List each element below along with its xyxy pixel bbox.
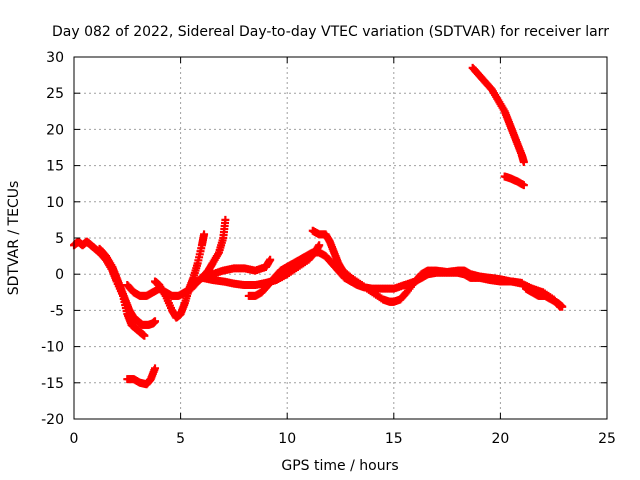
plus-marker bbox=[151, 317, 160, 326]
y-tick-label: 25 bbox=[46, 86, 64, 102]
plus-marker bbox=[558, 302, 567, 311]
series-track-e bbox=[123, 364, 160, 389]
y-tick-label: -10 bbox=[41, 340, 64, 356]
y-tick-label: 5 bbox=[55, 231, 64, 247]
series-track-j bbox=[521, 284, 567, 311]
y-axis-label: SDTVAR / TECUs bbox=[6, 181, 22, 296]
x-tick-label: 20 bbox=[491, 431, 509, 447]
data-marks bbox=[70, 63, 567, 389]
chart-title: Day 082 of 2022, Sidereal Day-to-day VTE… bbox=[52, 24, 609, 40]
x-tick-label: 5 bbox=[176, 431, 185, 447]
axis-ticks: 0 5 10 15 20 25 -20 -15 -10 -5 0 5 10 15 20 25 30 bbox=[41, 50, 616, 447]
y-tick-label: 0 bbox=[55, 267, 64, 283]
series-track-k bbox=[468, 63, 528, 166]
series-track-l bbox=[500, 172, 528, 190]
y-tick-label: 10 bbox=[46, 195, 64, 211]
y-tick-label: 20 bbox=[46, 122, 64, 138]
x-tick-label: 25 bbox=[598, 431, 616, 447]
x-tick-label: 0 bbox=[70, 431, 79, 447]
series-track-c bbox=[123, 215, 230, 300]
y-tick-label: 15 bbox=[46, 159, 64, 175]
x-tick-label: 10 bbox=[278, 431, 296, 447]
plus-marker bbox=[140, 331, 149, 340]
plus-marker bbox=[315, 241, 324, 250]
series-track-d bbox=[151, 230, 209, 322]
plus-marker bbox=[266, 255, 275, 264]
plus-marker bbox=[519, 181, 528, 190]
x-tick-label: 15 bbox=[385, 431, 403, 447]
series-track-i bbox=[308, 226, 526, 306]
plus-marker bbox=[200, 230, 209, 239]
y-tick-label: -20 bbox=[41, 412, 64, 428]
y-tick-label: 30 bbox=[46, 50, 64, 66]
y-tick-label: -5 bbox=[50, 303, 64, 319]
plus-marker bbox=[221, 215, 230, 224]
plus-marker bbox=[519, 157, 528, 166]
plus-marker bbox=[151, 364, 160, 373]
series-track-b bbox=[95, 244, 160, 329]
x-axis-label: GPS time / hours bbox=[281, 458, 398, 474]
y-tick-label: -15 bbox=[41, 376, 64, 392]
plus-marker bbox=[517, 278, 526, 287]
